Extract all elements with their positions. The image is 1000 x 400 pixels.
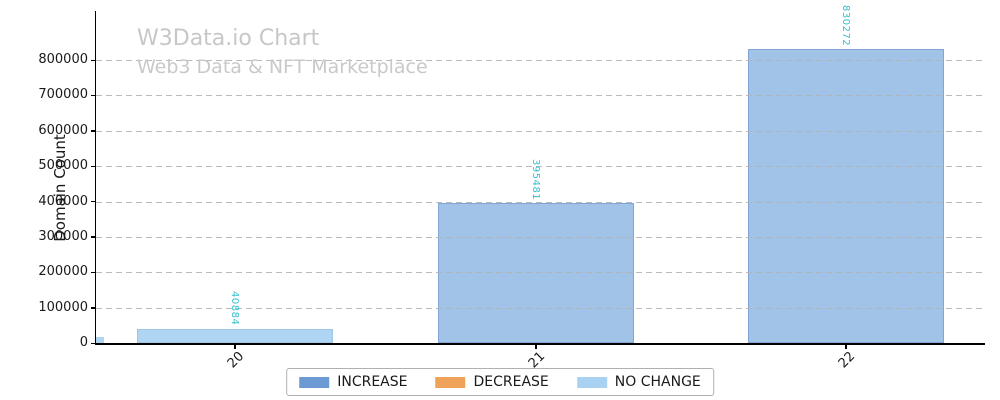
y-tick-mark — [91, 307, 96, 309]
bar-value-label-22: 830272 — [840, 5, 851, 47]
gridline-600000 — [96, 130, 985, 132]
y-tick-label: 0 — [79, 335, 88, 350]
y-tick-label: 800000 — [38, 52, 88, 67]
y-tick-mark — [91, 94, 96, 97]
legend-label: INCREASE — [337, 374, 408, 390]
x-tick-mark — [845, 344, 847, 349]
y-tick-label: 600000 — [38, 122, 88, 138]
y-tick-mark — [91, 59, 96, 61]
gridline-800000 — [96, 60, 985, 61]
legend-swatch-increase — [299, 376, 330, 388]
gridline-500000 — [96, 166, 985, 168]
legend-item-no-change: NO CHANGE — [576, 374, 701, 390]
legend-label: NO CHANGE — [614, 374, 701, 390]
bar-value-label-21: 395481 — [530, 158, 541, 201]
chart-title: W3Data.io Chart — [137, 26, 320, 51]
plot-area: 40884 395481 830272 — [96, 5, 985, 343]
y-tick-label: 400000 — [38, 193, 88, 209]
y-tick-label: 200000 — [38, 264, 88, 280]
legend-item-increase: INCREASE — [299, 374, 407, 390]
y-tick-label: 700000 — [38, 87, 88, 103]
y-axis-spine — [94, 11, 96, 345]
x-tick-label: 20 — [225, 349, 248, 372]
y-tick-mark — [91, 236, 96, 238]
y-tick-mark — [91, 201, 96, 203]
x-tick-mark — [234, 344, 236, 349]
gridline-200000 — [96, 272, 985, 274]
y-tick-label: 500000 — [38, 158, 88, 174]
x-axis-spine — [94, 343, 985, 345]
y-tick-mark — [91, 165, 96, 168]
gridline-700000 — [96, 95, 985, 97]
y-tick-label: 300000 — [38, 228, 88, 244]
y-tick-label: 100000 — [38, 299, 88, 315]
legend-label: DECREASE — [473, 374, 549, 390]
legend-item-decrease: DECREASE — [435, 374, 549, 390]
edge-artifact-bar — [96, 337, 104, 343]
legend: INCREASE DECREASE NO CHANGE — [286, 368, 714, 396]
legend-swatch-no-change — [576, 376, 607, 388]
y-tick-mark — [91, 342, 96, 344]
y-tick-mark — [91, 271, 96, 274]
gridline-400000 — [96, 201, 985, 203]
bar-22 — [748, 49, 944, 343]
title-block: W3Data.io Chart Web3 Data & NFT Marketpl… — [137, 26, 428, 79]
x-tick-label: 22 — [836, 349, 859, 372]
y-axis-label: Domain Count — [51, 134, 69, 242]
y-tick-mark — [91, 130, 96, 132]
x-tick-mark — [535, 344, 537, 349]
gridline-100000 — [96, 307, 985, 309]
bar-value-label-20: 40884 — [229, 291, 240, 326]
bar-20 — [137, 328, 333, 343]
gridline-300000 — [96, 236, 985, 238]
legend-swatch-decrease — [435, 376, 466, 388]
chart-subtitle: Web3 Data & NFT Marketplace — [137, 56, 428, 78]
